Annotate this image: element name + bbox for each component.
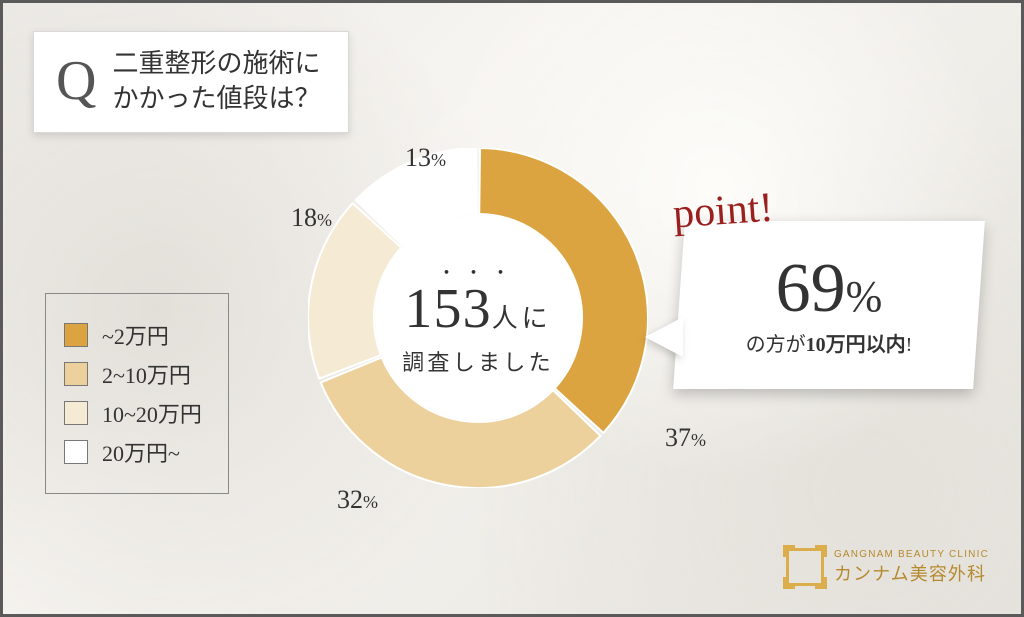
clinic-logo: GANGNAM BEAUTY CLINIC カンナム美容外科 bbox=[786, 548, 989, 586]
slice-label: 18% bbox=[291, 203, 332, 233]
legend-swatch bbox=[64, 401, 88, 425]
legend-row: 10~20万円 bbox=[64, 397, 202, 429]
slice-label: 37% bbox=[665, 423, 706, 453]
callout-box: point! 69% の方が10万円以内! bbox=[679, 221, 979, 389]
callout-percent: 69% bbox=[776, 254, 883, 324]
callout-line-bold: 10万円以内 bbox=[806, 334, 906, 356]
legend-row: 20万円~ bbox=[64, 436, 202, 468]
legend-label: 2~10万円 bbox=[102, 358, 191, 390]
callout-pct-num: 69 bbox=[776, 250, 846, 327]
callout-line-prefix: の方が bbox=[746, 334, 806, 356]
legend-swatch bbox=[64, 362, 88, 386]
center-number: 153 bbox=[404, 278, 491, 340]
question-text: 二重整形の施術に かかった値段は？ bbox=[112, 46, 320, 116]
logo-line1: GANGNAM BEAUTY CLINIC bbox=[834, 549, 989, 560]
center-unit: 人に bbox=[492, 304, 552, 333]
callout-content: 69% の方が10万円以内! bbox=[679, 221, 979, 389]
callout-pct-suffix: % bbox=[846, 272, 883, 321]
callout-tail-icon bbox=[645, 317, 683, 357]
question-letter: Q bbox=[56, 53, 96, 109]
question-line1: 二重整形の施術に bbox=[112, 49, 320, 78]
legend-label: 20万円~ bbox=[102, 436, 180, 468]
donut-center: ・・・ 153人に 調査しました bbox=[308, 148, 648, 488]
callout-line: の方が10万円以内! bbox=[746, 328, 913, 357]
legend-box: ~2万円 2~10万円 10~20万円 20万円~ bbox=[45, 293, 229, 494]
logo-line2: カンナム美容外科 bbox=[834, 560, 989, 586]
center-main: 153人に bbox=[404, 279, 551, 341]
legend-row: 2~10万円 bbox=[64, 358, 202, 390]
legend-label: ~2万円 bbox=[102, 319, 169, 351]
question-line2: かかった値段は？ bbox=[112, 84, 320, 113]
legend-row: ~2万円 bbox=[64, 319, 202, 351]
logo-mark-icon bbox=[786, 548, 824, 586]
legend-label: 10~20万円 bbox=[102, 397, 202, 429]
callout-line-suffix: ! bbox=[906, 334, 913, 356]
center-sub: 調査しました bbox=[402, 345, 554, 377]
question-box: Q 二重整形の施術に かかった値段は？ bbox=[33, 31, 349, 133]
slice-label: 13% bbox=[405, 143, 446, 173]
slice-label: 32% bbox=[337, 485, 378, 515]
infographic-canvas: Q 二重整形の施術に かかった値段は？ ~2万円 2~10万円 10~20万円 20万… bbox=[0, 0, 1024, 617]
logo-text: GANGNAM BEAUTY CLINIC カンナム美容外科 bbox=[834, 549, 989, 586]
legend-swatch bbox=[64, 440, 88, 464]
donut-chart: ・・・ 153人に 調査しました bbox=[308, 148, 648, 488]
legend-swatch bbox=[64, 323, 88, 347]
